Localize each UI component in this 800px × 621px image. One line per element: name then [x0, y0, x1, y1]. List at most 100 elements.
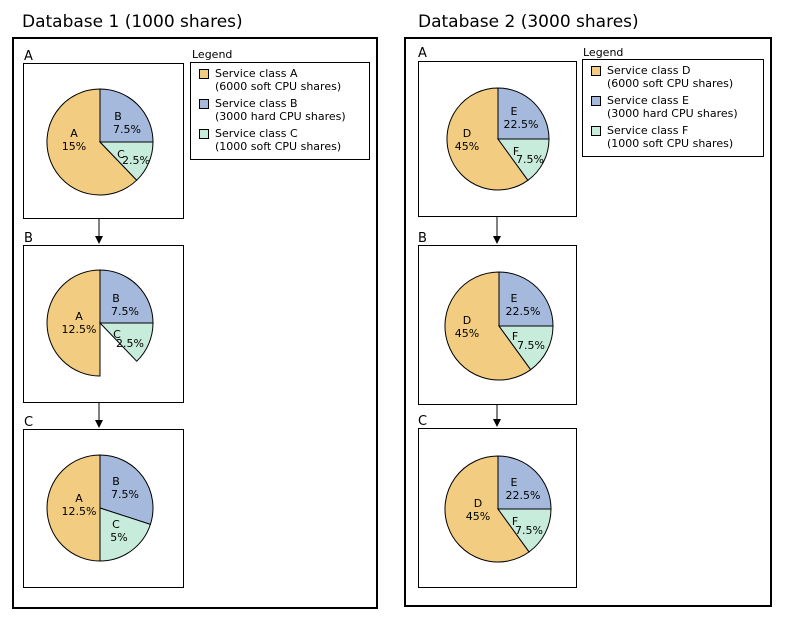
- slice-letter-f: F: [513, 145, 519, 158]
- slice-letter-e: E: [511, 476, 518, 489]
- slice-value-e: 22.5%: [506, 489, 541, 502]
- slice-value-b: 7.5%: [111, 488, 139, 501]
- slice-value-e: 22.5%: [506, 305, 541, 318]
- pie-slice-f: [497, 508, 552, 553]
- slice-value-b: 7.5%: [113, 123, 141, 136]
- pie-chart-db2-step-b: D 45% E 22.5% F 7.5%: [444, 271, 554, 381]
- legend-detail: (3000 hard CPU shares): [215, 110, 346, 123]
- pie-panel-db2-step-b: D 45% E 22.5% F 7.5%: [418, 245, 577, 405]
- pie-slice-c: [99, 507, 152, 562]
- legend-db2: Service class D (6000 soft CPU shares) S…: [582, 59, 764, 157]
- slice-letter-d: D: [463, 314, 471, 327]
- pie-slice-d: [444, 455, 530, 563]
- legend-detail: (6000 soft CPU shares): [215, 80, 342, 93]
- legend-swatch-f: [591, 126, 601, 136]
- slice-value-a: 15%: [62, 140, 86, 153]
- database-2-title: Database 2 (3000 shares): [418, 12, 639, 32]
- arrow-down-icon: [493, 405, 501, 427]
- legend-detail: (3000 hard CPU shares): [607, 107, 738, 120]
- slice-letter-c: C: [113, 328, 121, 341]
- legend-name: Service class B: [215, 97, 298, 110]
- pie-slice-b: [99, 88, 154, 143]
- slice-letter-f: F: [512, 330, 518, 343]
- slice-value-f: 7.5%: [516, 153, 544, 166]
- slice-letter-c: C: [112, 518, 120, 531]
- pie-slice-b: [99, 454, 154, 526]
- slice-value-e: 22.5%: [504, 118, 539, 131]
- arrow-down-icon: [493, 217, 501, 244]
- legend-db1: Service class A (6000 soft CPU shares) S…: [190, 62, 370, 160]
- legend-title: Legend: [192, 48, 233, 61]
- pie-chart-db1-step-b: A 12.5% B 7.5% C 2.5%: [46, 269, 154, 377]
- pie-slice-e: [497, 455, 552, 510]
- slice-letter-c: C: [117, 148, 125, 161]
- legend-name: Service class F: [607, 124, 689, 137]
- slice-value-a: 12.5%: [62, 505, 97, 518]
- slice-value-d: 45%: [455, 140, 479, 153]
- arrow-down-icon: [95, 403, 103, 428]
- slice-letter-d: D: [463, 127, 471, 140]
- pie-slice-c: [98, 322, 154, 362]
- pie-slice-e: [498, 271, 554, 327]
- pie-panel-db2-step-a: D 45% E 22.5% F 7.5%: [418, 61, 577, 217]
- legend-detail: (1000 soft CPU shares): [215, 140, 342, 153]
- legend-name: Service class C: [215, 127, 298, 140]
- pie-slice-a: [46, 88, 138, 196]
- legend-swatch-c: [199, 129, 209, 139]
- slice-letter-a: A: [70, 127, 78, 140]
- pie-panel-db2-step-c: D 45% E 22.5% F 7.5%: [418, 428, 577, 588]
- slice-value-c: 5%: [110, 531, 127, 544]
- legend-swatch-e: [591, 96, 601, 106]
- step-label-a: A: [24, 49, 33, 64]
- legend-swatch-b: [199, 99, 209, 109]
- pie-chart-db2-step-a: D 45% E 22.5% F 7.5%: [446, 87, 550, 191]
- legend-detail: (6000 soft CPU shares): [607, 77, 734, 90]
- step-label-c: C: [418, 414, 428, 429]
- slice-value-c: 2.5%: [116, 337, 144, 350]
- legend-name: Service class D: [607, 64, 691, 77]
- legend-name: Service class A: [215, 67, 298, 80]
- database-1-title: Database 1 (1000 shares): [22, 12, 243, 32]
- pie-slice-d: [444, 271, 532, 381]
- pie-slice-f: [497, 138, 550, 181]
- pie-chart-db1-step-a: A 15% B 7.5% C 2.5%: [46, 88, 154, 196]
- pie-slice-a: [46, 454, 101, 562]
- legend-name: Service class E: [607, 94, 689, 107]
- pie-slice-d: [446, 87, 529, 191]
- pie-panel-db1-step-c: A 12.5% B 7.5% C 5%: [23, 429, 184, 588]
- step-label-a: A: [418, 46, 427, 61]
- arrow-down-icon: [95, 219, 103, 244]
- step-label-b: B: [418, 231, 427, 246]
- pie-slice-a: [46, 269, 101, 377]
- step-label-b: B: [24, 231, 33, 246]
- slice-letter-b: B: [112, 292, 120, 305]
- legend-detail: (1000 soft CPU shares): [607, 137, 734, 150]
- slice-letter-a: A: [75, 492, 83, 505]
- slice-letter-b: B: [112, 475, 120, 488]
- slice-value-d: 45%: [455, 327, 479, 340]
- slice-letter-a: A: [75, 310, 83, 323]
- pie-chart-db2-step-c: D 45% E 22.5% F 7.5%: [444, 455, 552, 563]
- slice-letter-e: E: [511, 105, 518, 118]
- slice-letter-d: D: [474, 497, 482, 510]
- pie-panel-db1-step-a: A 15% B 7.5% C 2.5%: [23, 63, 184, 219]
- pie-panel-db1-step-b: A 12.5% B 7.5% C 2.5%: [23, 245, 184, 403]
- legend-swatch-a: [199, 69, 209, 79]
- legend-title: Legend: [583, 46, 624, 59]
- slice-value-a: 12.5%: [62, 323, 97, 336]
- pie-slice-b: [99, 269, 154, 324]
- slice-value-f: 7.5%: [517, 339, 545, 352]
- legend-swatch-d: [591, 66, 601, 76]
- pie-chart-db1-step-c: A 12.5% B 7.5% C 5%: [46, 454, 154, 562]
- slice-letter-e: E: [511, 292, 518, 305]
- pie-slice-f: [498, 325, 554, 371]
- slice-value-b: 7.5%: [111, 305, 139, 318]
- pie-slice-e: [497, 87, 550, 140]
- slice-letter-b: B: [114, 110, 122, 123]
- slice-letter-f: F: [512, 515, 518, 528]
- pie-slice-c: [98, 141, 154, 181]
- slice-value-f: 7.5%: [515, 524, 543, 537]
- slice-value-d: 45%: [466, 510, 490, 523]
- slice-value-c: 2.5%: [122, 154, 150, 167]
- step-label-c: C: [24, 415, 34, 430]
